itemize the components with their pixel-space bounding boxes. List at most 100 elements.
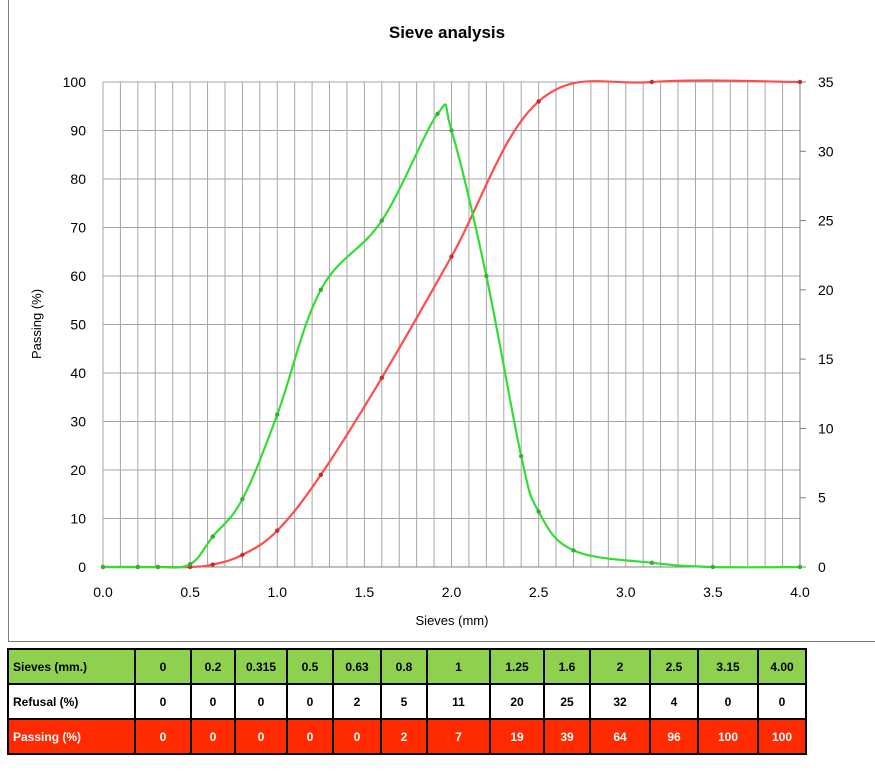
- chart-title: Sieve analysis: [389, 23, 505, 42]
- table-cell: 25: [543, 683, 591, 720]
- x-tick-label: 0.0: [93, 584, 113, 600]
- y-tick-label: 50: [70, 317, 86, 333]
- y2-tick-label: 25: [818, 213, 834, 229]
- refusal-point: [519, 453, 524, 459]
- passing-point: [379, 375, 384, 381]
- table-cell: 0.315: [234, 648, 288, 685]
- refusal-point: [649, 560, 655, 566]
- refusal-point: [536, 509, 541, 514]
- refusal-point: [435, 111, 440, 117]
- sieves-row: Sieves (mm.) 0 0.2 0.315 0.5 0.63 0.8 1 1.25 1.6 2…: [7, 648, 807, 685]
- table-cell: 1.25: [489, 648, 545, 685]
- y2-tick-label: 5: [818, 490, 826, 506]
- passing-point: [797, 79, 803, 85]
- y-tick-label: 10: [70, 511, 86, 527]
- passing-point: [275, 528, 280, 533]
- table-cell: 0: [234, 683, 288, 720]
- y-axis-label: Passing (%): [29, 289, 44, 359]
- x-tick-label: 3.5: [703, 584, 723, 600]
- table-cell: 7: [426, 718, 491, 755]
- y2-tick-label: 0: [818, 559, 826, 575]
- row-header-cell: Passing (%): [7, 718, 136, 755]
- table-cell: 0: [332, 718, 382, 755]
- passing-point: [240, 552, 245, 558]
- table-cell: 0.8: [380, 648, 428, 685]
- y-tick-label: 60: [70, 268, 86, 284]
- table-cell: 20: [489, 683, 545, 720]
- table-cell: 0.5: [286, 648, 334, 685]
- y-tick-label: 40: [70, 365, 86, 381]
- panel-left-border: [8, 0, 9, 642]
- refusal-point: [379, 218, 384, 223]
- sieve-analysis-chart: Sieve analysis 0 10 20 30 40 50 60 70 80 90 100 0 5 1…: [29, 23, 834, 628]
- y-tick-label: 20: [70, 462, 86, 478]
- passing-point: [449, 254, 454, 259]
- x-tick-label: 2.0: [442, 584, 462, 600]
- y-tick-label: 80: [70, 171, 86, 187]
- y-tick-label: 70: [70, 220, 86, 236]
- refusal-point: [100, 564, 106, 570]
- table-cell: 0: [134, 683, 192, 720]
- table-cell: 3.15: [697, 648, 759, 685]
- x-tick-label: 0.5: [180, 584, 200, 600]
- x-tick-label: 1.5: [355, 584, 375, 600]
- passing-point: [536, 99, 541, 104]
- table-cell: 0.63: [332, 648, 382, 685]
- table-cell: 0: [134, 648, 192, 685]
- passing-row: Passing (%) 0 0 0 0 0 2 7 19 39 64 96 100 100: [7, 718, 807, 755]
- table-cell: 11: [426, 683, 491, 720]
- table-cell: 0: [286, 718, 334, 755]
- refusal-point: [797, 564, 803, 570]
- refusal-point: [710, 564, 716, 570]
- table-cell: 5: [380, 683, 428, 720]
- table-cell: 0: [134, 718, 192, 755]
- table-cell: 32: [589, 683, 651, 720]
- y-tick-label: 100: [63, 74, 87, 90]
- table-cell: 100: [697, 718, 759, 755]
- table-cell: 0: [757, 683, 807, 720]
- table-cell: 0: [286, 683, 334, 720]
- table-cell: 0.2: [190, 648, 236, 685]
- table-cell: 96: [649, 718, 699, 755]
- row-header-cell: Sieves (mm.): [7, 648, 136, 685]
- refusal-point: [571, 548, 576, 553]
- table-cell: 64: [589, 718, 651, 755]
- refusal-point: [275, 412, 280, 417]
- refusal-point: [240, 496, 245, 502]
- table-cell: 100: [757, 718, 807, 755]
- table-cell: 19: [489, 718, 545, 755]
- table-cell: 0: [234, 718, 288, 755]
- y2-tick-label: 15: [818, 351, 834, 367]
- refusal-point: [155, 564, 161, 570]
- table-cell: 2.5: [649, 648, 699, 685]
- passing-point: [649, 79, 655, 85]
- table-cell: 2: [589, 648, 651, 685]
- table-cell: 2: [380, 718, 428, 755]
- table-cell: 0: [190, 683, 236, 720]
- refusal-row: Refusal (%) 0 0 0 0 2 5 11 20 25 32 4 0 0: [7, 683, 807, 720]
- table-cell: 1: [426, 648, 491, 685]
- table-cell: 4: [649, 683, 699, 720]
- row-header-cell: Refusal (%): [7, 683, 136, 720]
- y-tick-label: 30: [70, 414, 86, 430]
- passing-point: [210, 562, 215, 567]
- x-tick-label: 2.5: [529, 584, 549, 600]
- x-axis-label: Sieves (mm): [416, 613, 489, 628]
- y-tick-label: 90: [70, 123, 86, 139]
- y2-tick-label: 35: [818, 74, 834, 90]
- table-cell: 0: [190, 718, 236, 755]
- refusal-point: [210, 534, 215, 539]
- x-tick-label: 3.0: [616, 584, 636, 600]
- chart-panel: Sieve analysis 0 10 20 30 40 50 60 70 80 90 100 0 5 1…: [8, 0, 875, 642]
- table-cell: 0: [697, 683, 759, 720]
- table-cell: 1.6: [543, 648, 591, 685]
- refusal-point: [484, 273, 489, 279]
- y2-tick-label: 10: [818, 420, 834, 436]
- panel-bottom-border: [8, 641, 875, 642]
- table-cell: 4.00: [757, 648, 807, 685]
- refusal-point: [135, 564, 141, 570]
- x-tick-label: 4.0: [790, 584, 810, 600]
- refusal-point: [449, 128, 454, 133]
- refusal-point: [187, 562, 193, 567]
- sieve-data-table: Sieves (mm.) 0 0.2 0.315 0.5 0.63 0.8 1 1.25 1.6 2…: [7, 648, 807, 755]
